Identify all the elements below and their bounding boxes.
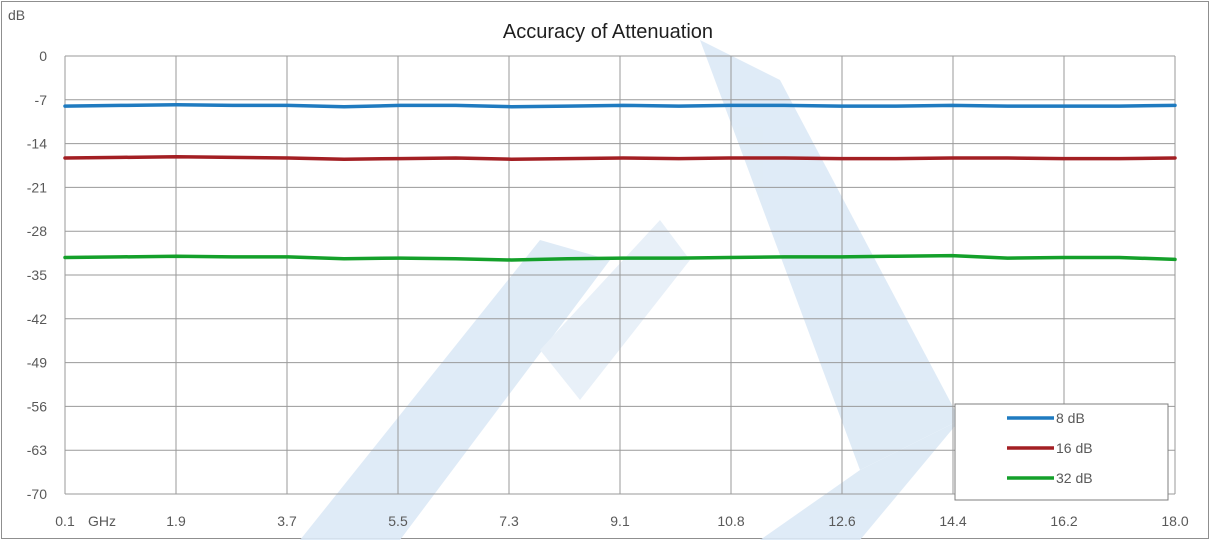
x-tick-label: 7.3 (499, 513, 519, 529)
chart-title: Accuracy of Attenuation (503, 21, 713, 43)
y-tick-label: -14 (27, 136, 47, 152)
y-tick-label: -35 (27, 267, 47, 283)
tick-labels: 0 -7 -14 -21 -28 -35 -42 -49 -56 -63 -70 0.1 1.9 3.7 5… (27, 48, 1189, 529)
x-axis-unit-label: GHz (88, 513, 116, 529)
x-tick-label: 5.5 (388, 513, 408, 529)
watermark-logo (300, 40, 960, 540)
legend-label: 8 dB (1056, 410, 1085, 426)
y-tick-label: -49 (27, 355, 47, 371)
grid (64, 55, 1176, 495)
x-tick-label: 9.1 (610, 513, 630, 529)
x-tick-label: 12.6 (828, 513, 855, 529)
y-tick-label: 0 (39, 48, 47, 64)
y-tick-label: -28 (27, 223, 47, 239)
x-tick-label: 18.0 (1161, 513, 1188, 529)
series-line-2 (63, 154, 1177, 161)
series-line-3 (63, 253, 1177, 262)
x-tick-label: 1.9 (166, 513, 186, 529)
y-tick-label: -7 (35, 92, 48, 108)
legend: 8 dB 16 dB 32 dB (954, 403, 1169, 501)
x-tick-label: 16.2 (1050, 513, 1077, 529)
y-tick-label: -21 (27, 179, 47, 195)
watermark-shape-inner (540, 220, 690, 400)
x-tick-label: 14.4 (939, 513, 966, 529)
x-tick-label: 3.7 (277, 513, 297, 529)
x-tick-label: 0.1 (55, 513, 75, 529)
legend-box (954, 403, 1169, 501)
y-tick-label: -56 (27, 398, 47, 414)
legend-label: 16 dB (1056, 440, 1093, 456)
series-line-1 (63, 103, 1177, 109)
legend-label: 32 dB (1056, 470, 1093, 486)
y-tick-label: -42 (27, 311, 47, 327)
y-axis-unit-label: dB (8, 7, 25, 23)
x-tick-label: 10.8 (717, 513, 744, 529)
y-tick-label: -70 (27, 486, 47, 502)
watermark-shape-left (300, 240, 610, 540)
y-tick-label: -63 (27, 442, 47, 458)
series-lines (63, 103, 1177, 262)
